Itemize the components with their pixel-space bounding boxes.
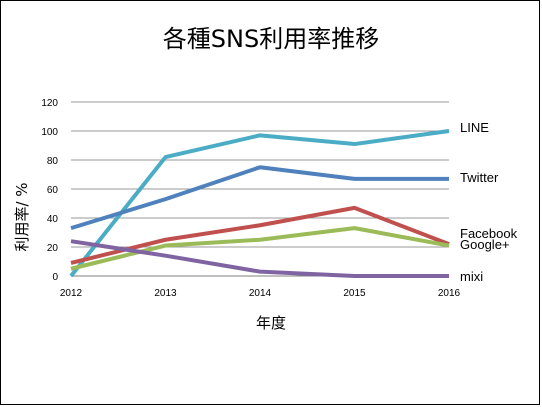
series-line-twitter bbox=[70, 165, 449, 231]
series-label: Facebook bbox=[460, 226, 518, 241]
y-tick-label: 80 bbox=[47, 156, 59, 167]
y-tick-label: 60 bbox=[47, 185, 59, 196]
x-tick-label: 2014 bbox=[249, 288, 272, 299]
x-tick-label: 2015 bbox=[343, 288, 366, 299]
y-tick-label: 20 bbox=[47, 243, 59, 254]
series-line-line bbox=[69, 129, 450, 278]
y-tick-label: 0 bbox=[52, 272, 58, 283]
y-tick-label: 40 bbox=[47, 214, 59, 225]
series-line-facebook bbox=[70, 205, 450, 265]
y-axis-title: 利用率/ % bbox=[13, 182, 31, 251]
x-tick-label: 2016 bbox=[438, 288, 461, 299]
y-tick-labels: 0 20 40 60 80 100 120 bbox=[41, 98, 58, 283]
x-tick-labels: 2012 2013 2014 2015 2016 bbox=[60, 288, 461, 299]
series-line-google bbox=[70, 226, 450, 271]
series-line-mixi bbox=[70, 239, 449, 278]
chart-title: 各種SNS利用率推移 bbox=[163, 25, 379, 53]
series-label: mixi bbox=[460, 269, 483, 284]
series-label: LINE bbox=[460, 120, 489, 135]
x-tick-label: 2013 bbox=[154, 288, 177, 299]
series-label: Google+ bbox=[460, 237, 510, 252]
series-label: Twitter bbox=[460, 170, 499, 185]
y-tick-label: 120 bbox=[41, 98, 58, 109]
series-lines bbox=[69, 129, 450, 278]
x-axis-title: 年度 bbox=[256, 314, 286, 332]
y-tick-label: 100 bbox=[41, 127, 58, 138]
x-tick-label: 2012 bbox=[60, 288, 83, 299]
